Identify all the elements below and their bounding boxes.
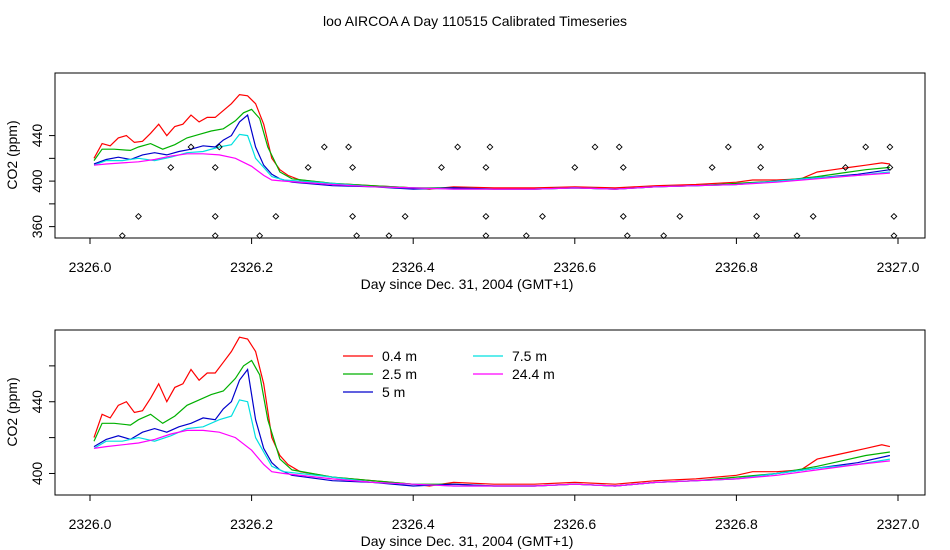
data-point [482,232,490,240]
data-point [353,232,361,240]
data-point [385,232,393,240]
data-point [886,143,894,151]
data-point [890,232,898,240]
series-line [93,399,890,487]
data-point [753,212,761,220]
data-point [753,232,761,240]
data-point [187,143,195,151]
legend: 0.4 m 2.5 m 5 m 7.5 m 24.4 m [343,348,555,400]
data-point [809,212,817,220]
x-tick-label: 2326.8 [715,259,758,275]
data-point [757,143,765,151]
x-tick-label: 2327.0 [877,259,920,275]
data-point [345,143,352,151]
top-y-axis: 360 400 440 [29,124,55,239]
y-tick-label: 400 [29,169,45,193]
top-plot-frame [54,72,926,239]
legend-label: 2.5 m [382,366,417,382]
data-point [401,212,409,220]
data-point [708,164,716,171]
data-point [660,232,668,240]
bottom-x-axis: 2326.0 2326.2 2326.4 2326.6 2326.8 2327.0 [69,495,920,532]
data-point [349,212,357,220]
data-point [118,232,126,240]
bottom-series-lines [93,336,891,487]
data-point [862,143,870,151]
legend-label: 0.4 m [382,348,417,364]
legend-label: 24.4 m [512,366,555,382]
data-point [539,212,546,220]
top-points [118,143,898,240]
series-line [93,153,890,190]
x-tick-label: 2326.0 [69,259,112,275]
y-tick-label: 360 [29,215,45,239]
data-point [454,143,462,151]
series-line [93,114,890,190]
data-point [349,164,357,171]
x-tick-label: 2326.6 [553,516,596,532]
data-point [619,212,627,220]
data-point [890,212,898,220]
top-x-axis-label: Day since Dec. 31, 2004 (GMT+1) [361,276,574,292]
top-series-lines [93,93,890,190]
data-point [215,143,223,151]
series-line [93,93,890,190]
bottom-y-axis: 400 440 [29,365,55,486]
data-point [256,232,264,240]
data-point [571,164,579,171]
figure-title: loo AIRCOA A Day 110515 Calibrated Times… [323,13,627,29]
x-tick-label: 2326.4 [392,259,435,275]
x-tick-label: 2327.0 [877,516,920,532]
bottom-x-axis-label: Day since Dec. 31, 2004 (GMT+1) [361,533,574,549]
top-y-axis-label: CO2 (ppm) [4,120,20,189]
bottom-y-axis-label: CO2 (ppm) [4,377,20,446]
data-point [522,232,530,240]
series-line [93,336,891,487]
x-tick-label: 2326.6 [553,259,596,275]
data-point [724,143,732,151]
data-point [135,212,142,220]
x-tick-label: 2326.0 [69,516,112,532]
data-point [482,164,490,171]
data-point [757,164,765,171]
data-point [211,232,219,240]
data-point [623,232,631,240]
x-tick-label: 2326.2 [230,259,273,275]
data-point [211,164,219,171]
legend-label: 7.5 m [512,348,547,364]
data-point [272,212,280,220]
data-point [886,164,894,171]
data-point [615,143,623,151]
data-point [482,212,490,220]
bottom-plot-frame [54,329,926,496]
series-line [93,429,890,487]
data-point [167,164,175,171]
data-point [793,232,801,240]
top-x-axis: 2326.0 2326.2 2326.4 2326.6 2326.8 2327.0 [69,238,920,275]
data-point [320,143,328,151]
y-tick-label: 440 [29,124,45,148]
data-point [438,164,445,171]
x-tick-label: 2326.8 [715,516,758,532]
data-point [211,212,219,220]
y-tick-label: 440 [29,390,45,414]
x-tick-label: 2326.4 [392,516,435,532]
data-point [619,164,627,171]
series-line [93,359,890,487]
data-point [676,212,684,220]
series-line [93,368,891,487]
data-point [591,143,599,151]
x-tick-label: 2326.2 [230,516,273,532]
data-point [842,164,849,171]
data-point [486,143,494,151]
y-tick-label: 400 [29,462,45,486]
legend-label: 5 m [382,384,405,400]
data-point [304,164,312,171]
